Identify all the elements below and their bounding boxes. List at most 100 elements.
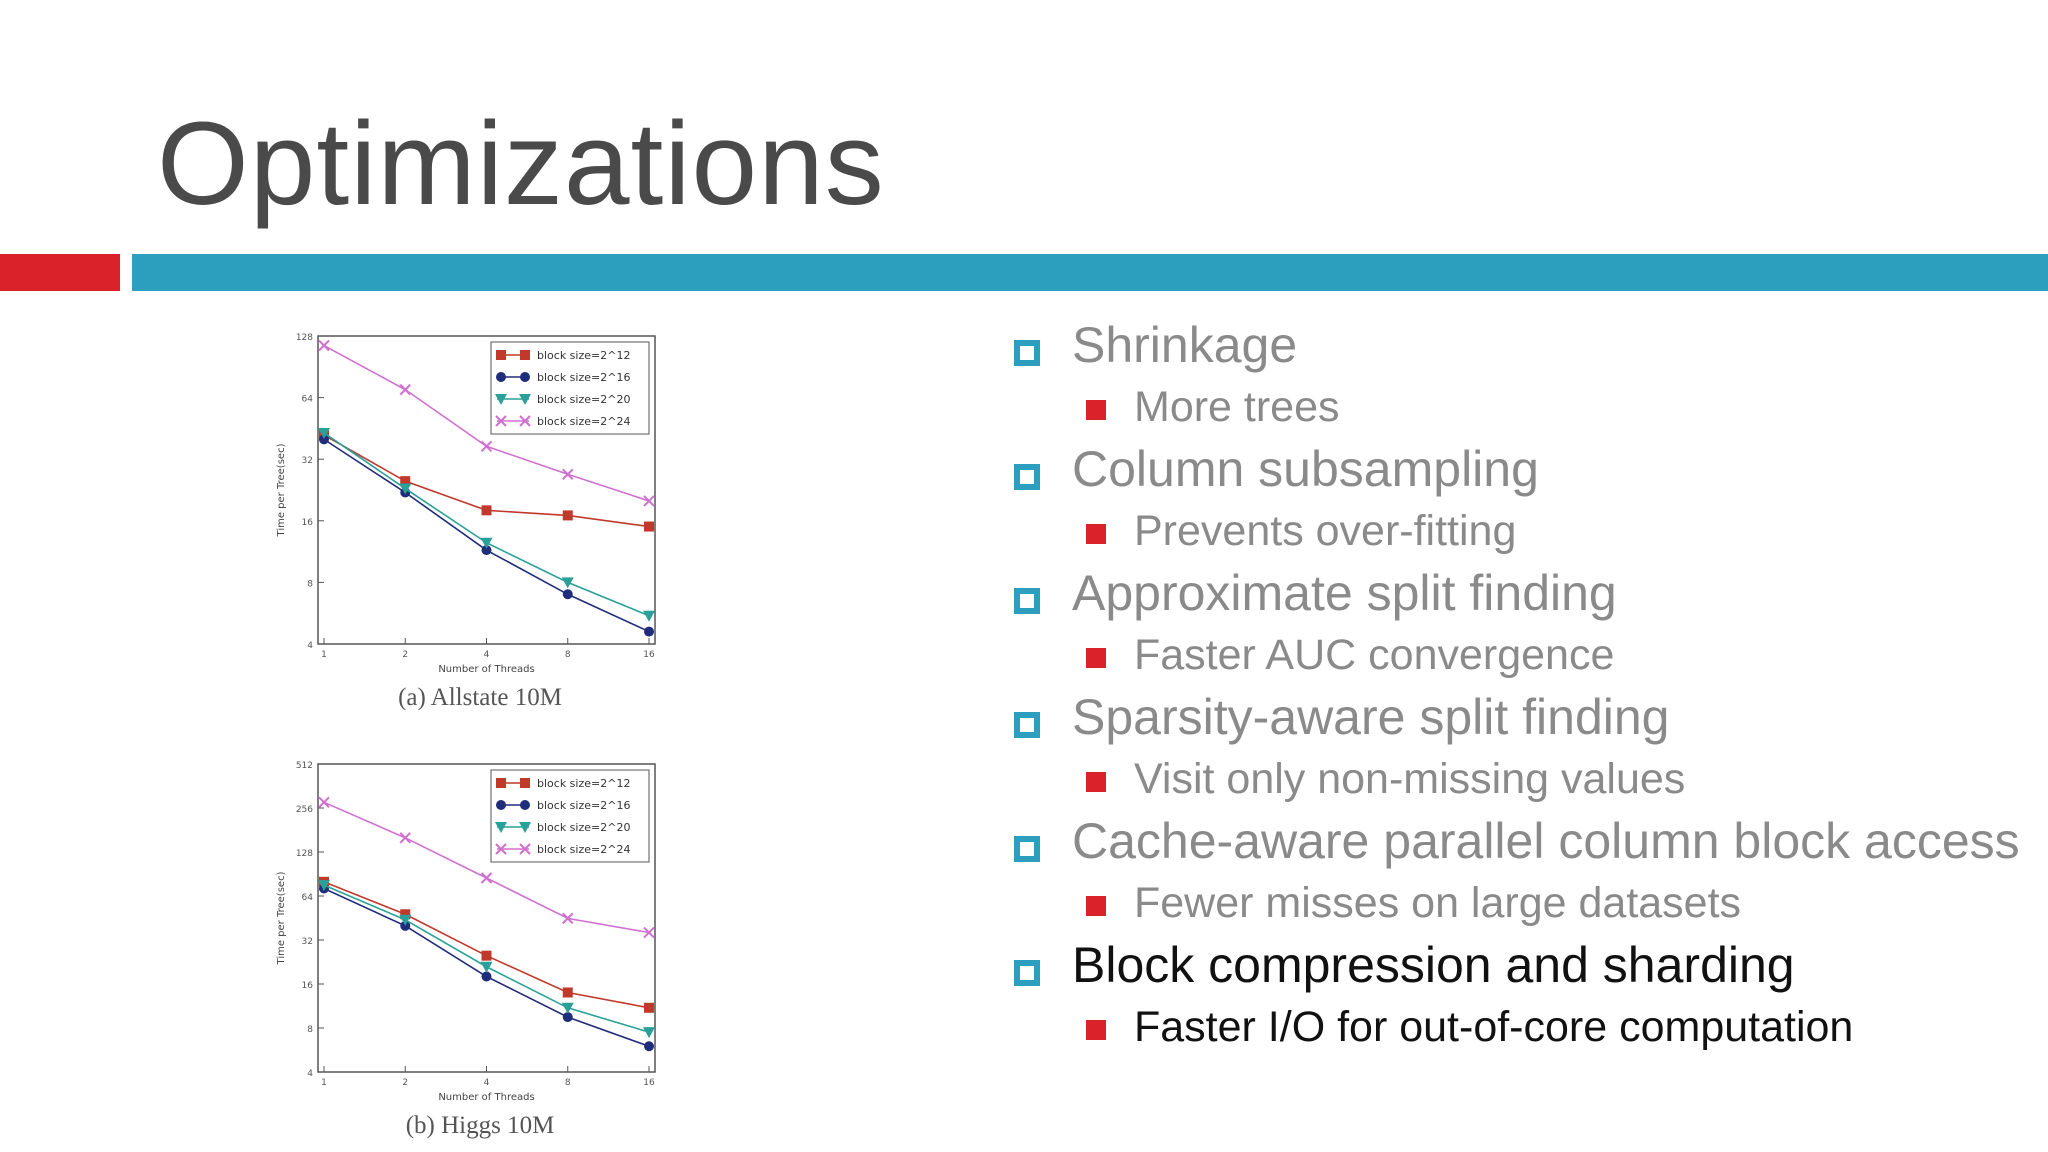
sub-bullet-prevents-overfitting: Prevents over-fitting bbox=[1010, 506, 2030, 556]
series-2 bbox=[318, 880, 655, 1039]
data-point bbox=[481, 545, 492, 556]
data-point bbox=[561, 577, 574, 589]
sub-bullet-text: More trees bbox=[1134, 383, 1340, 431]
data-point bbox=[519, 415, 531, 427]
sub-bullet-marker-icon bbox=[1086, 1020, 1106, 1040]
sub-bullet-more-trees: More trees bbox=[1010, 382, 2030, 432]
x-tick-label: 4 bbox=[484, 650, 490, 660]
y-tick-label: 8 bbox=[307, 579, 313, 589]
sub-bullet-marker-icon bbox=[1086, 896, 1106, 916]
data-point bbox=[562, 912, 574, 925]
data-point bbox=[319, 434, 329, 445]
y-tick-label: 32 bbox=[302, 937, 313, 947]
x-tick-label: 2 bbox=[402, 1078, 408, 1088]
y-tick-label: 16 bbox=[302, 981, 314, 991]
bullet-column-subsampling: Column subsampling bbox=[1010, 442, 2030, 496]
data-point bbox=[520, 350, 530, 360]
y-tick-label: 512 bbox=[296, 761, 313, 771]
data-point bbox=[318, 427, 330, 439]
data-point bbox=[644, 521, 654, 532]
series-3 bbox=[318, 796, 655, 939]
sub-bullet-text: Faster AUC convergence bbox=[1134, 631, 1615, 679]
x-tick-label: 2 bbox=[402, 650, 408, 660]
sub-bullet-faster-io: Faster I/O for out-of-core computation bbox=[1010, 1002, 2030, 1052]
data-point bbox=[480, 872, 493, 884]
y-tick-label: 64 bbox=[302, 395, 314, 405]
bullet-text: Block compression and sharding bbox=[1072, 937, 1795, 993]
x-tick-label: 8 bbox=[565, 1078, 571, 1088]
legend-box bbox=[490, 341, 650, 435]
y-tick-label: 16 bbox=[302, 518, 314, 528]
data-point bbox=[644, 1002, 654, 1013]
bullet-block-compression: Block compression and sharding bbox=[1010, 938, 2030, 992]
series-3 bbox=[318, 339, 655, 507]
series-2 bbox=[318, 427, 655, 622]
y-tick-label: 64 bbox=[302, 893, 314, 903]
bullet-text: Cache-aware parallel column block access bbox=[1072, 813, 2020, 869]
sub-bullet-text: Faster I/O for out-of-core computation bbox=[1134, 1003, 1854, 1051]
data-point bbox=[399, 914, 412, 926]
chart-allstate: 4 8 16 32 64 128 1 2 4 8 16 Number of Threads Time p… bbox=[270, 326, 670, 676]
sub-bullet-text: Fewer misses on large datasets bbox=[1134, 879, 1742, 927]
x-axis-label: Number of Threads bbox=[438, 664, 534, 675]
data-point bbox=[562, 987, 573, 998]
data-point bbox=[519, 822, 531, 833]
legend-label: block size=2^12 bbox=[537, 349, 630, 362]
chart-higgs: 4 8 16 32 64 128 256 512 1 2 4 8 16 Number of Threads… bbox=[270, 754, 670, 1104]
bullet-text: Column subsampling bbox=[1072, 441, 1539, 497]
x-tick-label: 1 bbox=[321, 1078, 327, 1088]
y-tick-label: 4 bbox=[307, 1069, 313, 1079]
legend-box bbox=[490, 769, 650, 863]
y-tick-label: 4 bbox=[307, 641, 313, 651]
data-point bbox=[400, 909, 411, 920]
bullet-marker-icon bbox=[1014, 960, 1040, 986]
data-point bbox=[496, 372, 506, 382]
bullet-text: Shrinkage bbox=[1072, 317, 1298, 373]
data-point bbox=[480, 440, 493, 453]
data-point bbox=[520, 778, 530, 788]
y-tick-label: 256 bbox=[296, 805, 313, 815]
data-point bbox=[481, 971, 492, 982]
sub-bullet-non-missing: Visit only non-missing values bbox=[1010, 754, 2030, 804]
data-point bbox=[496, 800, 506, 810]
legend-label: block size=2^16 bbox=[537, 371, 630, 384]
legend-label: block size=2^24 bbox=[537, 415, 630, 428]
data-point bbox=[562, 589, 573, 600]
data-point bbox=[480, 537, 493, 549]
sub-bullet-text: Visit only non-missing values bbox=[1134, 755, 1686, 803]
bullet-approximate-split: Approximate split finding bbox=[1010, 566, 2030, 620]
y-axis-label: Time per Tree(sec) bbox=[276, 871, 287, 965]
legend: block size=2^12 block size=2^16 block size… bbox=[490, 769, 650, 863]
x-axis-label: Number of Threads bbox=[438, 1092, 534, 1103]
legend-label: block size=2^16 bbox=[537, 799, 630, 812]
data-point bbox=[562, 468, 574, 481]
data-point bbox=[400, 476, 411, 487]
sub-bullet-marker-icon bbox=[1086, 400, 1106, 420]
y-tick-label: 32 bbox=[302, 456, 313, 466]
sub-bullet-marker-icon bbox=[1086, 524, 1106, 544]
sub-bullet-faster-auc: Faster AUC convergence bbox=[1010, 630, 2030, 680]
data-point bbox=[318, 339, 330, 352]
data-point bbox=[495, 394, 507, 405]
bullet-cache-aware: Cache-aware parallel column block access bbox=[1010, 814, 2030, 868]
sub-bullet-marker-icon bbox=[1086, 772, 1106, 792]
data-point bbox=[496, 778, 506, 788]
legend-label: block size=2^20 bbox=[537, 393, 630, 406]
title-accent-bar-red bbox=[0, 254, 120, 291]
x-tick-label: 16 bbox=[643, 650, 655, 660]
data-point bbox=[644, 626, 654, 637]
data-point bbox=[643, 1027, 655, 1039]
y-axis-label: Time per Tree(sec) bbox=[276, 443, 287, 537]
legend: block size=2^12 block size=2^16 block size… bbox=[490, 341, 650, 435]
title-accent-bar-blue bbox=[132, 254, 2048, 291]
x-tick-label: 16 bbox=[643, 1078, 655, 1088]
bullet-text: Approximate split finding bbox=[1072, 565, 1617, 621]
chart-higgs-caption: (b) Higgs 10M bbox=[405, 1112, 555, 1139]
series-1 bbox=[319, 883, 654, 1052]
bullet-shrinkage: Shrinkage bbox=[1010, 318, 2030, 372]
sub-bullet-fewer-misses: Fewer misses on large datasets bbox=[1010, 878, 2030, 928]
data-point bbox=[520, 800, 530, 810]
x-tick-label: 8 bbox=[565, 650, 571, 660]
data-point bbox=[496, 350, 506, 360]
bullet-list: Shrinkage More trees Column subsampling … bbox=[1010, 318, 2030, 1062]
